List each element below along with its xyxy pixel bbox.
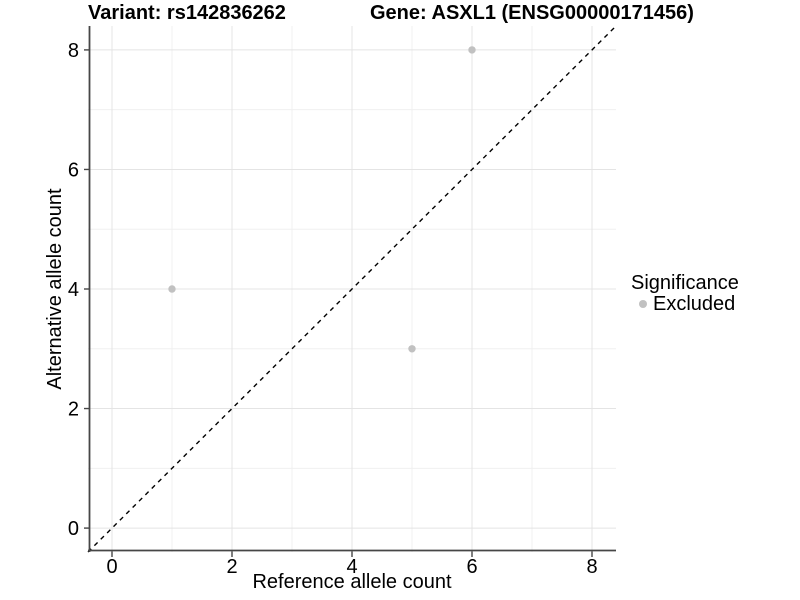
plot-title-variant: Variant: rs142836262 [88, 2, 286, 24]
x-tick-label: 0 [106, 556, 117, 578]
data-point [468, 46, 476, 54]
y-tick-label: 6 [68, 159, 79, 181]
y-tick-label: 2 [68, 399, 79, 421]
legend-item-excluded: Excluded [631, 294, 739, 314]
plot-title-gene: Gene: ASXL1 (ENSG00000171456) [370, 2, 694, 24]
y-tick-label: 8 [68, 40, 79, 62]
excluded-point-icon [639, 300, 647, 308]
x-tick-label: 6 [466, 556, 477, 578]
x-tick-label: 8 [586, 556, 597, 578]
x-axis-title: Reference allele count [252, 571, 452, 593]
y-axis-title: Alternative allele count [44, 188, 66, 390]
data-point [168, 285, 176, 293]
data-point [408, 345, 416, 353]
legend-title: Significance [631, 272, 739, 294]
legend-item-label: Excluded [653, 293, 736, 315]
x-tick-label: 4 [346, 556, 357, 578]
y-tick-label: 4 [68, 279, 79, 301]
y-tick-label: 0 [68, 518, 79, 540]
legend: Significance Excluded [631, 273, 739, 314]
identity-dashed-line [87, 25, 617, 553]
x-tick-label: 2 [226, 556, 237, 578]
